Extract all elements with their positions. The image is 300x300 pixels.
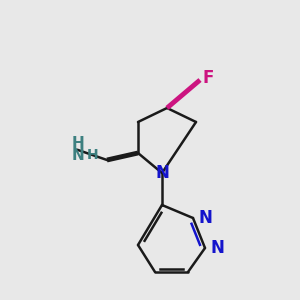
Text: N: N [199, 209, 213, 227]
Text: H: H [72, 136, 84, 151]
Text: H: H [87, 148, 99, 162]
Text: N: N [72, 148, 84, 163]
Text: F: F [203, 69, 214, 87]
Text: N: N [155, 164, 169, 182]
Text: N: N [211, 239, 225, 257]
